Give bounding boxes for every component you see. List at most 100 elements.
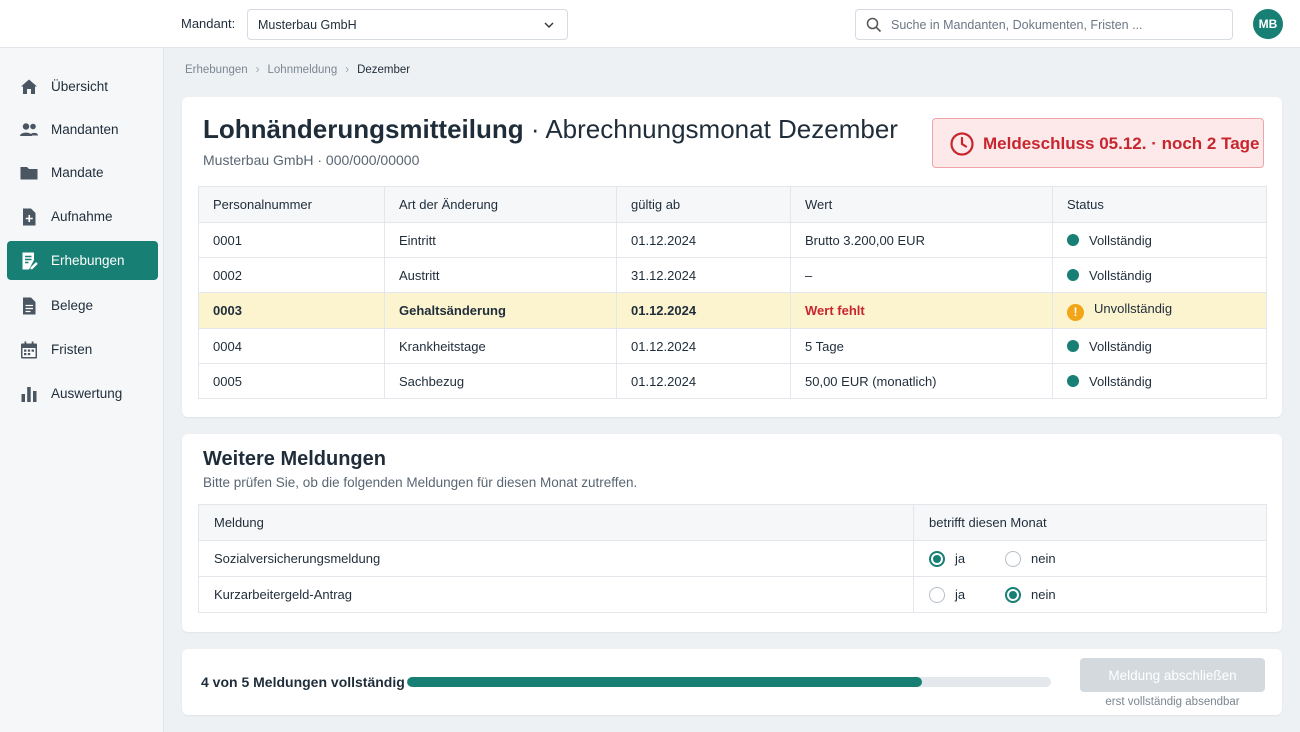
cell-wert: Brutto 3.200,00 EUR	[790, 222, 1053, 258]
column-header: Wert	[790, 186, 1053, 223]
table-row-incomplete[interactable]: 0003 Gehaltsänderung 01.12.2024 Wert feh…	[198, 292, 1267, 329]
sidebar-item-auswertung[interactable]: Auswertung	[7, 374, 158, 413]
cell-status: Vollständig	[1052, 222, 1267, 258]
page-title: Lohnänderungsmitteilung · Abrechnungsmon…	[203, 114, 898, 145]
cell-personalnummer: 0001	[198, 222, 385, 258]
status-text: Vollständig	[1089, 232, 1152, 248]
sidebar-item-label: Belege	[51, 298, 94, 313]
sidebar-item-fristen[interactable]: Fristen	[7, 330, 158, 369]
status-text: Vollständig	[1089, 267, 1152, 283]
breadcrumb-separator-icon: ›	[345, 64, 350, 76]
status-complete-icon	[1067, 339, 1079, 352]
radio-option-ja[interactable]: ja	[929, 586, 1005, 603]
cell-wert: –	[790, 257, 1053, 293]
cell-art: Sachbezug	[384, 363, 617, 399]
section-title: Weitere Meldungen	[203, 448, 386, 470]
cell-status: Vollständig	[1052, 363, 1267, 399]
table-row[interactable]: 0001 Eintritt 01.12.2024 Brutto 3.200,00…	[198, 222, 1267, 258]
cell-gueltig-ab: 01.12.2024	[616, 222, 791, 258]
status-complete-icon	[1067, 268, 1079, 281]
column-header: Status	[1052, 186, 1267, 223]
form-edit-icon	[22, 252, 38, 270]
sidebar-item-label: Übersicht	[51, 79, 109, 94]
chevron-down-icon	[544, 22, 554, 28]
page-title-suffix: · Abrechnungsmonat Dezember	[523, 114, 898, 144]
sidebar-item-mandanten[interactable]: Mandanten	[7, 110, 158, 149]
cell-status: Vollständig	[1052, 328, 1267, 364]
cell-status: ! Unvollständig	[1052, 292, 1267, 329]
cell-wert: 5 Tage	[790, 328, 1053, 364]
sidebar-item-mandate[interactable]: Mandate	[7, 153, 158, 192]
folder-icon	[20, 167, 38, 180]
radio-group: ja nein	[913, 576, 1267, 613]
radio-label: ja	[955, 586, 966, 602]
cell-personalnummer: 0005	[198, 363, 385, 399]
radio-option-nein[interactable]: nein	[1005, 586, 1081, 603]
cell-status: Vollständig	[1052, 257, 1267, 293]
clock-icon	[950, 132, 974, 156]
sidebar-item-label: Auswertung	[51, 386, 123, 401]
report-label: Kurzarbeitergeld-Antrag	[198, 576, 914, 613]
status-text: Vollständig	[1089, 338, 1152, 354]
search-icon	[866, 17, 882, 33]
sidebar-item-aufnahme[interactable]: Aufnahme	[7, 197, 158, 236]
sidebar-item-label: Erhebungen	[51, 253, 125, 268]
cell-art: Austritt	[384, 257, 617, 293]
table-row[interactable]: 0004 Krankheitstage 01.12.2024 5 Tage Vo…	[198, 328, 1267, 364]
breadcrumb-separator-icon: ›	[255, 64, 260, 76]
cell-personalnummer: 0004	[198, 328, 385, 364]
radio-option-nein[interactable]: nein	[1005, 550, 1081, 567]
progress-text: 4 von 5 Meldungen vollständig	[201, 674, 405, 690]
mandant-select-value: Musterbau GmbH	[258, 18, 357, 32]
mandant-select[interactable]: Musterbau GmbH	[247, 9, 568, 40]
users-icon	[20, 123, 38, 136]
cell-gueltig-ab: 01.12.2024	[616, 363, 791, 399]
section-subtitle: Bitte prüfen Sie, ob die folgenden Meldu…	[203, 475, 638, 490]
status-text: Unvollständig	[1094, 300, 1173, 316]
sidebar-item-label: Mandanten	[51, 122, 119, 137]
cell-wert-missing[interactable]: Wert fehlt	[790, 292, 1053, 329]
radio-group: ja nein	[913, 540, 1267, 577]
table-row: Kurzarbeitergeld-Antrag ja nein	[198, 576, 1267, 613]
document-icon	[23, 297, 36, 315]
table-row[interactable]: 0002 Austritt 31.12.2024 – Vollständig	[198, 257, 1267, 293]
cell-wert: 50,00 EUR (monatlich)	[790, 363, 1053, 399]
finish-report-button[interactable]: Meldung abschließen	[1080, 658, 1265, 692]
table-row[interactable]: 0005 Sachbezug 01.12.2024 50,00 EUR (mon…	[198, 363, 1267, 399]
sidebar-item-label: Mandate	[51, 165, 104, 180]
report-label: Sozialversicherungsmeldung	[198, 540, 914, 577]
warning-icon: !	[1067, 303, 1084, 321]
changes-table: Personalnummer Art der Änderung gültig a…	[198, 186, 1267, 399]
sidebar-item-belege[interactable]: Belege	[7, 286, 158, 325]
cell-art: Gehaltsänderung	[384, 292, 617, 329]
sidebar-item-erhebungen[interactable]: Erhebungen	[7, 241, 158, 280]
radio-option-ja[interactable]: ja	[929, 550, 1005, 567]
page-title-main: Lohnänderungsmitteilung	[203, 114, 524, 144]
further-reports-table: Meldung betrifft diesen Monat Sozialvers…	[198, 504, 1267, 613]
avatar[interactable]: MB	[1253, 9, 1283, 39]
cell-gueltig-ab: 01.12.2024	[616, 292, 791, 329]
column-header: betrifft diesen Monat	[913, 504, 1267, 541]
table-row: Sozialversicherungsmeldung ja nein	[198, 540, 1267, 577]
table-header-row: Personalnummer Art der Änderung gültig a…	[198, 186, 1267, 223]
column-header: Meldung	[198, 504, 914, 541]
radio-checked-icon[interactable]	[929, 550, 945, 567]
radio-unchecked-icon[interactable]	[929, 586, 945, 603]
cell-gueltig-ab: 31.12.2024	[616, 257, 791, 293]
column-header: gültig ab	[616, 186, 791, 223]
top-bar: Mandant: Musterbau GmbH Suche in Mandant…	[0, 0, 1300, 48]
sidebar-item-label: Aufnahme	[51, 209, 113, 224]
breadcrumb-lohnmeldung[interactable]: Lohnmeldung	[267, 64, 338, 76]
radio-label: nein	[1031, 586, 1056, 602]
breadcrumb-current: Dezember	[357, 64, 411, 76]
radio-checked-icon[interactable]	[1005, 586, 1021, 603]
radio-unchecked-icon[interactable]	[1005, 550, 1021, 567]
cell-gueltig-ab: 01.12.2024	[616, 328, 791, 364]
search-placeholder: Suche in Mandanten, Dokumenten, Fristen …	[891, 18, 1143, 32]
breadcrumb-erhebungen[interactable]: Erhebungen	[185, 64, 248, 76]
sidebar-item-uebersicht[interactable]: Übersicht	[7, 67, 158, 106]
search-input[interactable]: Suche in Mandanten, Dokumenten, Fristen …	[855, 9, 1233, 40]
cell-personalnummer: 0003	[198, 292, 385, 329]
status-complete-icon	[1067, 233, 1079, 246]
cell-personalnummer: 0002	[198, 257, 385, 293]
